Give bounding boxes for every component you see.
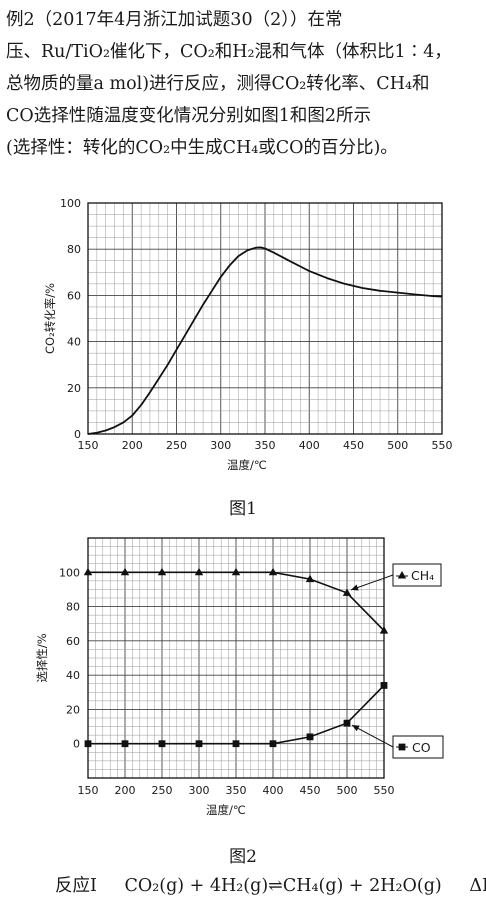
y-tick-label: 20	[66, 703, 80, 716]
x-axis-label: 温度/℃	[206, 803, 246, 817]
x-axis-label: 温度/℃	[227, 458, 267, 472]
callout-arrow-co	[351, 724, 394, 748]
data-point-ch4	[231, 567, 241, 576]
data-point-co	[195, 740, 203, 748]
x-tick-label: 400	[299, 439, 320, 452]
reaction-line: 反应Ⅰ CO₂(g) + 4H₂(g)⇌CH₄(g) + 2H₂O(g) ΔH₄	[55, 872, 486, 897]
data-point-ch4	[305, 574, 315, 583]
y-tick-label: 60	[67, 289, 81, 302]
data-point-co	[232, 740, 240, 748]
reaction-label: 反应Ⅰ	[55, 876, 97, 896]
figure-2-caption: 图2	[229, 847, 257, 867]
y-tick-label: 20	[67, 382, 81, 395]
paragraph-line: 总物质的量a mol)进行反应，测得CO₂转化率、CH₄和	[6, 74, 430, 94]
data-point-co	[343, 719, 351, 727]
y-tick-label: 0	[74, 428, 81, 441]
legend-label-co: CO	[412, 740, 431, 755]
y-tick-label: 80	[66, 601, 80, 614]
y-tick-label: 100	[59, 566, 80, 579]
x-tick-label: 350	[255, 439, 276, 452]
x-tick-label: 200	[122, 439, 143, 452]
paragraph-line: CO选择性随温度变化情况分别如图1和图2所示	[6, 106, 372, 126]
legend-label-ch4: CH₄	[411, 568, 434, 583]
figure-1-chart: 150 200 250 300 350 400 450 500 550 0 20 40 60 80 100 温…	[43, 197, 453, 472]
x-tick-label: 250	[152, 784, 173, 797]
x-tick-label: 150	[78, 784, 99, 797]
data-point-ch4	[194, 567, 204, 576]
y-tick-label: 0	[73, 738, 80, 751]
callout-arrow-ch4	[350, 574, 394, 591]
paragraph-line: (选择性：转化的CO₂中生成CH₄或CO的百分比)。	[6, 138, 398, 158]
x-tick-label: 500	[387, 439, 408, 452]
y-axis-label: CO₂转化率/%	[43, 283, 57, 354]
data-point-ch4	[83, 567, 93, 576]
data-point-ch4	[268, 567, 278, 576]
data-point-ch4	[379, 626, 389, 634]
paragraph-line: 压、Ru/TiO₂催化下，CO₂和H₂混和气体（体积比1∶4，	[6, 42, 452, 62]
legend-marker-co	[398, 743, 406, 751]
data-point-co	[158, 740, 166, 748]
y-tick-label: 100	[60, 197, 81, 210]
x-tick-label: 250	[166, 439, 187, 452]
data-point-co	[84, 740, 92, 748]
y-axis-label: 选择性/%	[35, 633, 49, 682]
figure-2-chart: 150 200 250 300 350 400 450 500 550 0 20 40 60 80 100 温…	[35, 537, 444, 817]
x-tick-label: 550	[374, 784, 395, 797]
plot-frame	[87, 202, 443, 435]
y-tick-label: 80	[67, 243, 81, 256]
x-tick-label: 150	[78, 439, 99, 452]
data-point-ch4	[342, 588, 352, 596]
x-tick-label: 550	[432, 439, 453, 452]
data-point-co	[269, 740, 277, 748]
legend-marker-ch4	[397, 571, 407, 579]
callout-arrow-ch4-head	[351, 584, 359, 591]
plot-frame	[87, 537, 385, 779]
x-tick-label: 300	[210, 439, 231, 452]
data-point-co	[306, 733, 314, 741]
data-point-ch4	[157, 567, 167, 576]
y-tick-label: 40	[67, 336, 81, 349]
data-point-co	[121, 740, 129, 748]
reaction-equation: CO₂(g) + 4H₂(g)⇌CH₄(g) + 2H₂O(g)	[124, 876, 442, 896]
x-tick-label: 400	[263, 784, 284, 797]
y-tick-label: 60	[66, 635, 80, 648]
data-point-co	[380, 682, 388, 689]
reaction-delta: ΔH₄	[469, 876, 486, 896]
x-tick-label: 300	[189, 784, 210, 797]
paragraph-line: 例2（2017年4月浙江加试题30（2））在常	[6, 10, 343, 30]
data-point-ch4	[120, 567, 130, 576]
x-tick-label: 450	[300, 784, 321, 797]
problem-paragraph: 例2（2017年4月浙江加试题30（2））在常 压、Ru/TiO₂催化下，CO₂…	[6, 4, 482, 164]
y-tick-label: 40	[66, 669, 80, 682]
x-tick-label: 350	[226, 784, 247, 797]
x-tick-label: 500	[337, 784, 358, 797]
x-tick-label: 200	[115, 784, 136, 797]
x-tick-label: 450	[343, 439, 364, 452]
callout-arrow-co-head	[352, 725, 360, 732]
conversion-curve	[87, 246, 443, 435]
figure-1-caption: 图1	[229, 499, 257, 519]
